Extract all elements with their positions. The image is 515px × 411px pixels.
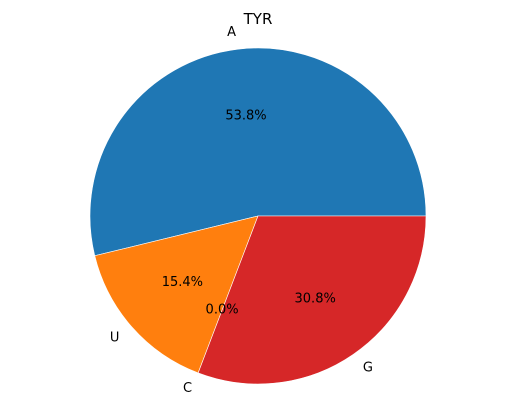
pie-label-g: G bbox=[363, 361, 373, 376]
pie-label-a: A bbox=[227, 25, 236, 40]
pie-pct-a: 53.8% bbox=[225, 108, 266, 123]
pie-slice-u bbox=[94, 215, 259, 374]
pie-pct-c: 0.0% bbox=[206, 303, 239, 318]
chart-title: TYR bbox=[243, 10, 273, 28]
pie-pct-u: 15.4% bbox=[162, 275, 203, 290]
pie-slice-g bbox=[197, 215, 427, 385]
pie-slice-a bbox=[89, 47, 427, 257]
pie-pct-g: 30.8% bbox=[295, 292, 336, 307]
pie-slices bbox=[89, 47, 427, 385]
pie-label-c: C bbox=[183, 381, 192, 396]
pie-label-u: U bbox=[110, 331, 120, 346]
pie-labels: A 53.8% U 15.4% C 0.0% G 30.8% bbox=[110, 25, 373, 396]
